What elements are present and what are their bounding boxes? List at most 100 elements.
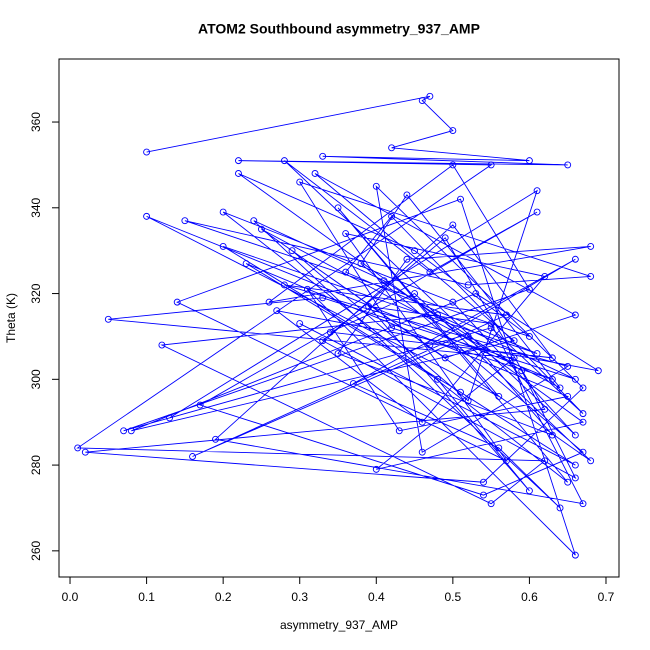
data-point: [143, 148, 151, 156]
data-point: [411, 290, 419, 298]
x-tick-label: 0.7: [598, 590, 615, 604]
data-point: [81, 448, 89, 456]
data-point: [556, 504, 564, 512]
y-tick-label: 280: [29, 455, 43, 475]
data-point: [411, 247, 419, 255]
data-point: [464, 332, 472, 340]
data-point: [219, 242, 227, 250]
data-point: [426, 92, 434, 100]
data-point: [235, 157, 242, 165]
data-point: [418, 418, 426, 426]
data-point: [189, 453, 196, 460]
data-point: [120, 427, 128, 435]
data-point: [426, 341, 434, 349]
data-point: [219, 208, 227, 216]
data-point: [273, 307, 281, 315]
data-point: [587, 457, 595, 465]
chart-title: ATOM2 Southbound asymmetry_937_AMP: [198, 21, 480, 37]
data-point: [434, 375, 441, 383]
data-point: [349, 380, 357, 388]
data-point: [449, 127, 457, 135]
data-point: [525, 157, 533, 165]
data-point: [571, 431, 579, 439]
data-point: [541, 457, 549, 465]
data-point: [525, 487, 533, 495]
data-point: [579, 418, 587, 426]
data-point: [495, 444, 503, 452]
data-point: [319, 294, 327, 302]
data-point: [548, 375, 556, 383]
data-point: [564, 363, 572, 370]
data-point: [388, 324, 396, 332]
data-point: [564, 393, 572, 400]
data-line: [76, 95, 599, 556]
data-point: [510, 354, 518, 362]
data-point: [556, 384, 564, 392]
data-point: [257, 225, 265, 233]
data-point: [242, 260, 250, 267]
data-point: [372, 465, 380, 473]
data-point: [579, 410, 587, 418]
data-point: [533, 187, 541, 195]
data-point: [212, 435, 219, 443]
data-point: [395, 427, 403, 435]
data-point: [548, 354, 556, 362]
data-point: [181, 217, 189, 225]
data-point: [434, 311, 441, 319]
data-point: [579, 500, 587, 508]
y-axis-label: Theta (K): [4, 293, 18, 343]
data-point: [495, 393, 503, 400]
data-point: [303, 285, 311, 293]
data-point: [571, 474, 579, 482]
data-point: [571, 311, 579, 319]
data-point: [564, 161, 572, 169]
y-tick-label: 340: [29, 197, 43, 217]
x-tick-label: 0.4: [368, 590, 385, 604]
data-point: [564, 478, 572, 486]
data-point: [143, 212, 151, 220]
data-point: [342, 230, 350, 237]
x-tick-label: 0.5: [445, 590, 462, 604]
data-point: [319, 337, 327, 345]
data-point: [571, 255, 579, 263]
data-point: [388, 212, 396, 220]
data-point: [579, 384, 587, 392]
data-point: [487, 320, 495, 328]
data-point: [74, 444, 82, 452]
x-tick-label: 0.3: [291, 590, 308, 604]
data-point: [196, 401, 204, 409]
data-point: [587, 272, 595, 280]
data-point: [533, 350, 541, 358]
data-point: [457, 195, 464, 203]
data-point: [380, 277, 388, 285]
data-point: [280, 157, 288, 165]
data-point: [457, 388, 464, 396]
data-point: [296, 320, 304, 328]
data-point: [173, 298, 181, 306]
data-point: [296, 178, 304, 186]
x-tick-label: 0.0: [62, 590, 79, 604]
data-point: [525, 332, 533, 340]
data-point: [288, 247, 296, 255]
data-point: [587, 242, 595, 250]
y-tick-label: 320: [29, 283, 43, 303]
data-point: [158, 341, 166, 349]
data-point: [334, 204, 342, 212]
data-point: [571, 461, 579, 469]
x-tick-label: 0.1: [138, 590, 155, 604]
data-point: [326, 328, 334, 336]
data-point: [571, 551, 579, 559]
data-point: [235, 170, 242, 177]
data-point: [250, 217, 258, 225]
data-point: [166, 414, 174, 422]
data-point: [426, 268, 434, 276]
data-point: [418, 97, 426, 105]
data-point: [541, 272, 549, 280]
data-point: [365, 302, 373, 310]
data-point: [441, 234, 449, 242]
data-point: [579, 448, 587, 456]
data-point: [487, 324, 495, 332]
data-point: [594, 367, 602, 375]
data-point: [480, 491, 487, 499]
